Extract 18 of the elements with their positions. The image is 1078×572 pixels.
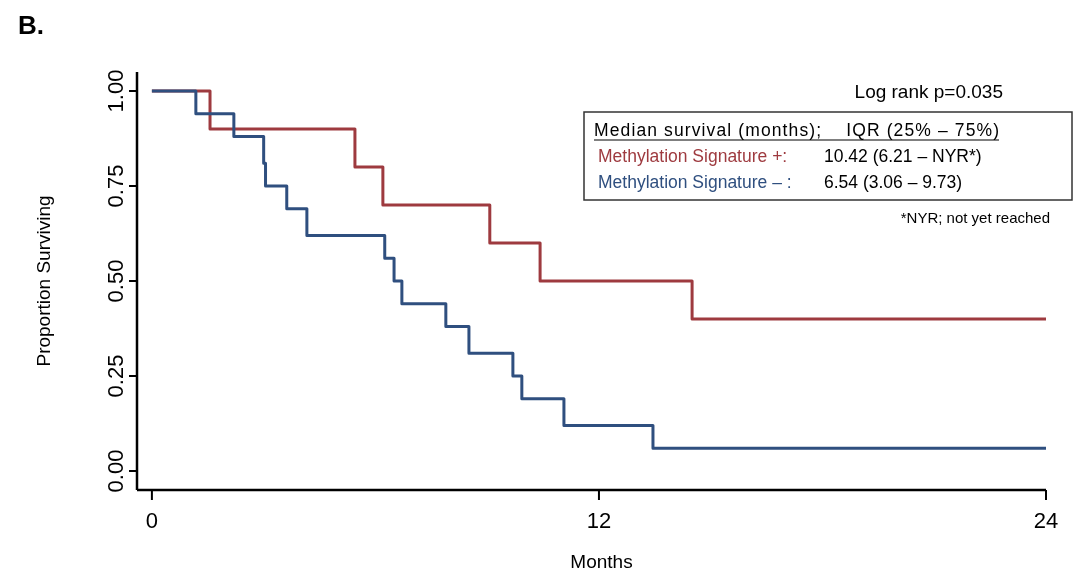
x-tick-label: 12 — [586, 508, 612, 533]
text: Methylation Signature +: — [598, 146, 788, 166]
annotation: 10.42 (6.21 – NYR*) — [824, 146, 982, 166]
y-axis-title: Proportion Surviving — [33, 195, 54, 367]
text: Methylation Signature – : — [598, 172, 792, 192]
annotation: Median survival (months); IQR (25% – 75%) — [594, 120, 999, 140]
x-axis-title: Months — [570, 551, 633, 572]
y-tick-label: 0.00 — [103, 449, 128, 493]
y-tick-label: 0.75 — [103, 164, 128, 208]
chart-title: B. — [18, 10, 44, 40]
x-tick-label: 0 — [145, 508, 159, 533]
annotation: 6.54 (3.06 – 9.73) — [824, 172, 963, 192]
y-tick-label: 0.25 — [103, 354, 128, 398]
x-tick-label: 24 — [1033, 508, 1059, 533]
y-tick-label: 1.00 — [103, 69, 128, 113]
annotation: Log rank p=0.035 — [854, 81, 1003, 102]
annotation: *NYR; not yet reached — [900, 209, 1050, 226]
y-tick-label: 0.50 — [103, 259, 128, 303]
